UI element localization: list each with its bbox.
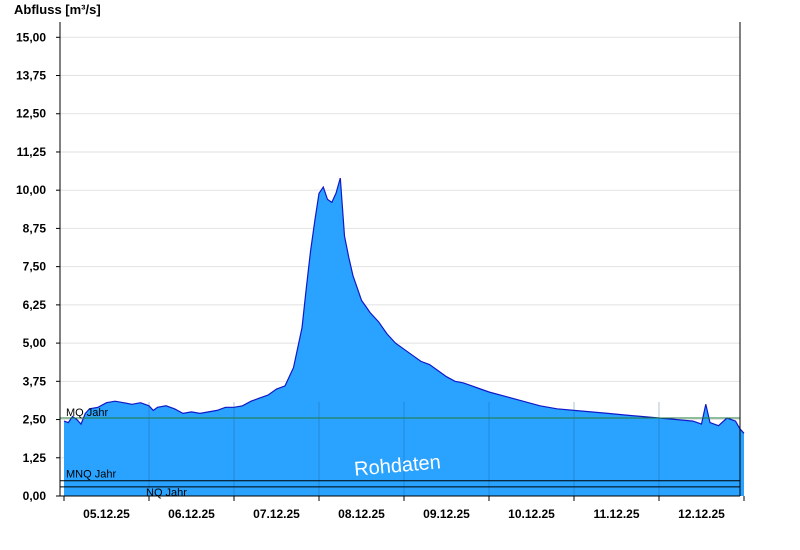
y-tick-label: 7,50 (23, 260, 47, 274)
y-tick-label: 5,00 (23, 336, 47, 350)
x-tick-label: 07.12.25 (253, 507, 300, 521)
x-tick-label: 10.12.25 (508, 507, 555, 521)
y-tick-label: 15,00 (16, 30, 46, 44)
x-tick-label: 06.12.25 (168, 507, 215, 521)
reference-line-label: NQ Jahr (146, 487, 187, 499)
reference-line-label: MQ Jahr (66, 407, 109, 419)
y-tick-label: 12,50 (16, 107, 46, 121)
y-axis-title: Abfluss [m³/s] (14, 2, 101, 17)
x-tick-label: 11.12.25 (593, 507, 639, 521)
y-tick-label: 6,25 (23, 298, 47, 312)
y-tick-label: 8,75 (23, 221, 47, 235)
y-tick-label: 2,50 (23, 413, 47, 427)
x-tick-label: 08.12.25 (338, 507, 385, 521)
reference-line-label: MNQ Jahr (66, 469, 116, 481)
y-tick-label: 1,25 (23, 451, 47, 465)
x-tick-label: 05.12.25 (83, 507, 130, 521)
y-tick-label: 3,75 (23, 374, 47, 388)
y-tick-label: 11,25 (17, 145, 47, 159)
discharge-line (63, 177, 745, 434)
y-tick-label: 10,00 (16, 183, 46, 197)
x-tick-label: 12.12.25 (678, 507, 725, 521)
y-tick-label: 13,75 (16, 69, 46, 83)
x-tick-label: 09.12.25 (423, 507, 470, 521)
y-tick-label: 0,00 (23, 489, 47, 503)
